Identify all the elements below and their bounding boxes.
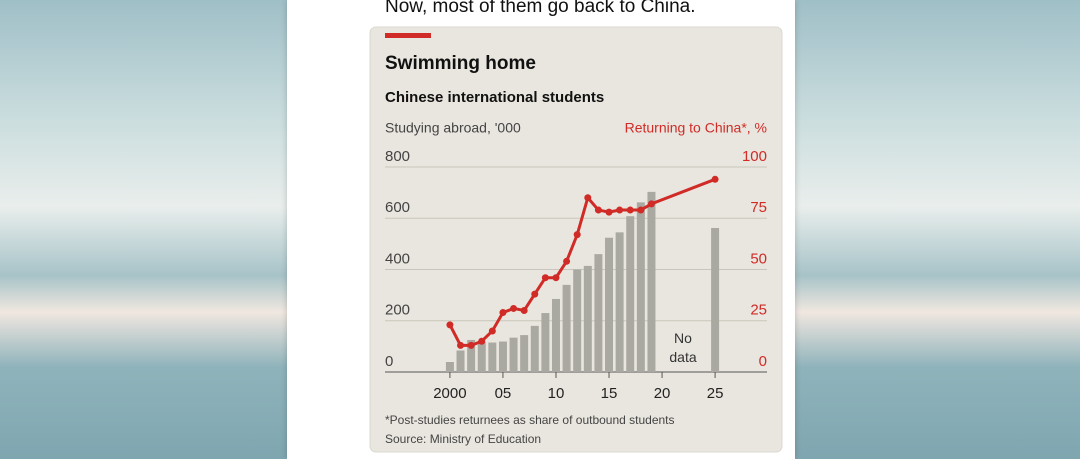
line-marker <box>711 175 719 183</box>
bar <box>711 227 720 372</box>
bar <box>583 265 592 372</box>
bar <box>594 254 603 372</box>
bar <box>488 342 497 372</box>
y-tick-label: 0 <box>385 353 393 370</box>
y2-tick-label: 100 <box>742 148 767 165</box>
line-marker <box>605 208 613 216</box>
bar <box>605 237 614 372</box>
bar <box>509 337 518 372</box>
bar <box>551 298 560 372</box>
line-marker <box>457 341 465 349</box>
bar <box>647 191 656 372</box>
line-marker <box>647 200 655 208</box>
y-tick-label: 200 <box>385 302 410 319</box>
y-axis-label: Studying abroad, '000 <box>385 120 521 136</box>
bar <box>636 202 645 372</box>
line-marker <box>488 327 496 335</box>
source: Source: Ministry of Education <box>385 432 541 446</box>
line-marker <box>563 257 571 265</box>
line-marker <box>573 231 581 239</box>
x-tick-label: 15 <box>601 385 618 402</box>
bar <box>541 313 550 372</box>
line-marker <box>594 206 602 214</box>
y2-tick-label: 50 <box>750 250 767 267</box>
post-text: Now, most of them go back to China. <box>385 0 696 17</box>
line-marker <box>478 337 486 345</box>
y-tick-label: 400 <box>385 250 410 267</box>
line-marker <box>510 304 518 312</box>
bar <box>456 350 465 372</box>
line-marker <box>446 321 454 329</box>
chart-subtitle: Chinese international students <box>385 89 604 106</box>
line-marker <box>541 274 549 282</box>
annotation: No data <box>669 330 696 365</box>
bar <box>573 269 582 372</box>
line-marker <box>584 194 592 202</box>
bar <box>615 232 624 372</box>
line-marker <box>626 206 634 214</box>
y-tick-label: 800 <box>385 148 410 165</box>
line-marker <box>499 309 507 317</box>
y2-tick-label: 0 <box>759 353 767 370</box>
x-tick-label: 05 <box>495 385 512 402</box>
y2-tick-label: 25 <box>750 302 767 319</box>
line-marker <box>637 206 645 214</box>
y2-tick-label: 75 <box>750 199 767 216</box>
x-tick-label: 10 <box>548 385 565 402</box>
bar <box>467 339 476 372</box>
y2-axis-label: Returning to China*, % <box>625 120 767 136</box>
line-marker <box>552 274 560 282</box>
bar <box>562 284 571 372</box>
bar <box>477 342 486 372</box>
line-marker <box>531 290 539 298</box>
line-marker <box>616 206 624 214</box>
x-tick-label: 20 <box>654 385 671 402</box>
x-tick-label: 2000 <box>433 385 466 402</box>
x-tick-label: 25 <box>707 385 724 402</box>
accent-bar <box>385 33 431 38</box>
bar <box>626 216 635 372</box>
line-marker <box>520 307 528 314</box>
line-marker <box>467 341 475 349</box>
bar <box>445 362 454 372</box>
footnote: *Post-studies returnees as share of outb… <box>385 413 675 427</box>
chart-title: Swimming home <box>385 53 536 74</box>
bar <box>498 341 507 372</box>
y-tick-label: 600 <box>385 199 410 216</box>
bar <box>530 325 539 372</box>
bar <box>520 335 529 372</box>
